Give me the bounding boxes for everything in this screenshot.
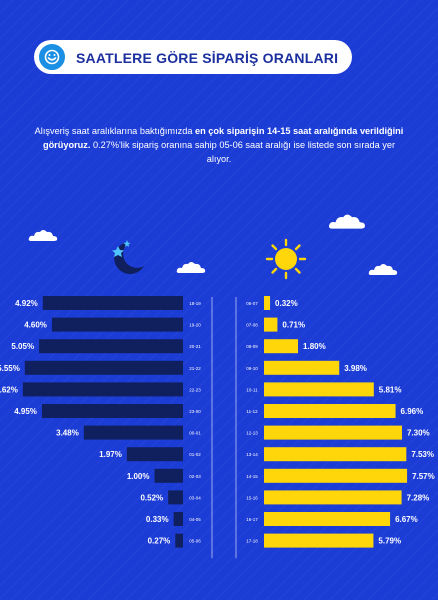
- night-bar: [22, 382, 183, 397]
- night-bar-value: 5.05%: [11, 342, 34, 351]
- night-hour-label: 00-01: [189, 431, 201, 436]
- day-hour-label: 15-16: [246, 495, 258, 500]
- day-bar-value: 3.98%: [344, 364, 367, 373]
- intro-highlight: en çok siparişin 14-15 saat aralığında v…: [42, 126, 404, 150]
- night-bar: [39, 339, 184, 354]
- night-bar: [51, 317, 184, 332]
- night-bar-value: 5.55%: [0, 364, 20, 373]
- day-hour-label: 16-17: [246, 517, 258, 522]
- day-hour-label: 13-14: [246, 452, 258, 457]
- day-hour-label: 14-15: [246, 474, 258, 479]
- day-bar-value: 7.28%: [407, 493, 430, 502]
- day-bar-value: 7.30%: [407, 429, 430, 438]
- day-bar: [264, 468, 408, 483]
- day-hour-label: 12-13: [246, 431, 258, 436]
- day-bar: [264, 360, 340, 375]
- day-bar-value: 0.71%: [282, 321, 305, 330]
- night-hour-label: 05-06: [189, 539, 201, 544]
- night-bar: [154, 468, 183, 483]
- intro-text-1: Alışveriş saat aralıklarına baktığımızda: [34, 126, 195, 136]
- cloud-icon: [368, 264, 398, 275]
- day-bar: [264, 317, 278, 332]
- day-hour-label: 10-11: [246, 387, 258, 392]
- night-hour-label: 02-03: [189, 474, 201, 479]
- day-hour-label: 08-09: [246, 344, 258, 349]
- night-bar-value: 4.95%: [14, 407, 37, 416]
- night-bar-value: 1.97%: [99, 450, 122, 459]
- night-bar: [168, 490, 183, 505]
- day-hour-label: 06-07: [246, 301, 258, 306]
- night-bar: [41, 404, 183, 418]
- day-bar-value: 1.80%: [303, 342, 326, 351]
- night-bar-value: 0.27%: [148, 537, 171, 546]
- day-bar-value: 7.53%: [411, 450, 434, 459]
- day-bar: [264, 296, 271, 310]
- day-bar-value: 5.79%: [378, 537, 401, 546]
- page-title: SAATLERE GÖRE SİPARİŞ ORANLARI: [76, 50, 339, 66]
- intro-text-2: 0.27%'lik sipariş oranına sahip 05-06 sa…: [90, 140, 396, 164]
- day-bar-value: 7.57%: [412, 472, 435, 481]
- cloud-icon: [176, 262, 206, 273]
- night-bar: [126, 447, 183, 462]
- day-bar-value: 5.81%: [379, 385, 402, 394]
- day-hour-label: 11-12: [246, 409, 258, 414]
- intro-paragraph: Alışveriş saat aralıklarına baktığımızda…: [30, 124, 408, 166]
- night-hour-label: 03-04: [189, 495, 201, 500]
- night-hour-label: 21-22: [189, 366, 201, 371]
- night-bar-value: 4.60%: [24, 321, 47, 330]
- night-hour-label: 01-02: [189, 452, 201, 457]
- day-hour-label: 07-08: [246, 323, 258, 328]
- night-bar-value: 0.33%: [146, 515, 169, 524]
- night-bar: [83, 425, 183, 440]
- sun-icon: [265, 238, 307, 280]
- day-bar: [264, 382, 374, 397]
- night-bar-value: 0.52%: [140, 493, 163, 502]
- moon-stars-icon: [112, 240, 144, 274]
- day-bar: [264, 490, 402, 505]
- night-bar-value: 4.92%: [15, 299, 38, 308]
- night-hour-label: 18-19: [189, 301, 201, 306]
- night-hour-label: 19-20: [189, 323, 201, 328]
- night-hour-label: 23-00: [189, 409, 201, 414]
- night-hour-label: 04-05: [189, 517, 201, 522]
- day-bar-value: 6.67%: [395, 515, 418, 524]
- night-bar-value: 3.48%: [56, 429, 79, 438]
- day-bar: [264, 447, 407, 462]
- day-bar: [264, 339, 299, 354]
- day-hour-label: 17-18: [246, 539, 258, 544]
- day-hour-label: 09-10: [246, 366, 258, 371]
- smile-cart-icon: [37, 42, 67, 72]
- night-bar: [24, 360, 184, 375]
- night-bar: [42, 296, 183, 310]
- night-bar: [175, 533, 183, 548]
- cloud-icon: [328, 214, 365, 229]
- night-hour-label: 22-23: [189, 387, 201, 392]
- night-bar-value: 5.62%: [0, 385, 18, 394]
- day-bar: [264, 512, 391, 526]
- night-hour-label: 20-21: [189, 344, 201, 349]
- day-bar: [264, 404, 396, 418]
- night-bar: [173, 512, 183, 526]
- title-banner: [34, 40, 352, 74]
- day-bar: [264, 425, 402, 440]
- cloud-icon: [28, 230, 58, 241]
- day-bar: [264, 533, 374, 548]
- day-bar-value: 0.32%: [275, 299, 298, 308]
- night-bar-value: 1.00%: [127, 472, 150, 481]
- day-bar-value: 6.96%: [401, 407, 424, 416]
